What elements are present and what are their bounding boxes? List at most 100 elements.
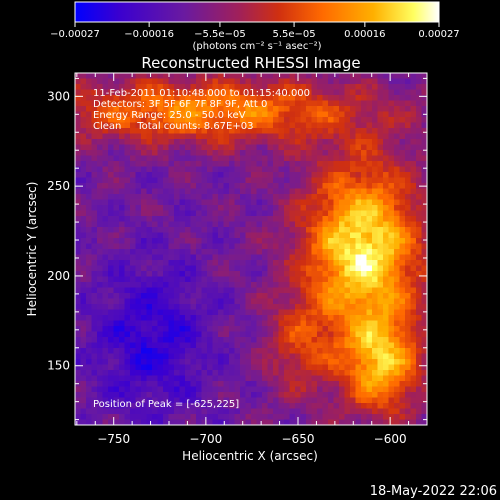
- annotation-time-range: 11-Feb-2011 01:10:48.000 to 01:15:40.000: [93, 88, 310, 99]
- heatmap-cell: [212, 320, 219, 327]
- heatmap-cell: [273, 144, 279, 151]
- heatmap-cell: [394, 243, 400, 250]
- heatmap-cell: [190, 260, 197, 266]
- heatmap-cell: [229, 364, 235, 371]
- heatmap-cell: [361, 155, 367, 162]
- heatmap-cell: [229, 89, 235, 96]
- heatmap-cell: [311, 276, 318, 283]
- heatmap-cell: [311, 216, 318, 222]
- heatmap-cell: [113, 205, 120, 211]
- heatmap-cell: [355, 298, 362, 305]
- heatmap-cell: [97, 386, 103, 393]
- heatmap-cell: [300, 386, 307, 393]
- heatmap-cell: [405, 133, 411, 140]
- heatmap-cell: [207, 210, 213, 217]
- heatmap-cell: [179, 414, 186, 420]
- heatmap-cell: [86, 139, 92, 145]
- heatmap-cell: [130, 172, 136, 178]
- heatmap-cell: [256, 172, 263, 178]
- heatmap-cell: [388, 122, 395, 129]
- heatmap-cell: [146, 326, 153, 332]
- heatmap-cell: [267, 282, 274, 288]
- heatmap-cell: [377, 271, 384, 277]
- heatmap-cell: [245, 320, 252, 327]
- heatmap-cell: [322, 293, 329, 299]
- heatmap-cell: [377, 364, 384, 371]
- heatmap-cell: [328, 155, 334, 162]
- heatmap-cell: [240, 408, 246, 415]
- heatmap-cell: [416, 320, 422, 327]
- heatmap-cell: [394, 95, 400, 101]
- heatmap-cell: [207, 315, 213, 321]
- heatmap-cell: [141, 386, 147, 393]
- heatmap-cell: [289, 205, 296, 211]
- heatmap-cell: [75, 419, 81, 425]
- heatmap-cell: [273, 128, 279, 134]
- heatmap-cell: [146, 150, 153, 156]
- heatmap-cell: [80, 282, 87, 288]
- heatmap-cell: [355, 177, 362, 184]
- heatmap-cell: [306, 298, 312, 305]
- heatmap-cell: [135, 155, 142, 162]
- heatmap-cell: [223, 183, 230, 189]
- heatmap-cell: [223, 276, 230, 283]
- heatmap-cell: [278, 375, 285, 382]
- heatmap-cell: [229, 194, 235, 200]
- heatmap-cell: [256, 95, 263, 101]
- heatmap-cell: [75, 342, 81, 349]
- heatmap-cell: [355, 386, 362, 393]
- heatmap-cell: [168, 342, 175, 349]
- heatmap-cell: [97, 331, 103, 338]
- heatmap-cell: [372, 375, 378, 382]
- heatmap-cell: [311, 359, 318, 365]
- heatmap-cell: [157, 100, 164, 107]
- heatmap-cell: [394, 133, 400, 140]
- heatmap-cell: [399, 271, 406, 277]
- y-tick-label: 250: [47, 179, 70, 193]
- heatmap-cell: [185, 370, 191, 376]
- heatmap-cell: [267, 397, 274, 404]
- heatmap-cell: [135, 364, 142, 371]
- heatmap-cell: [179, 194, 186, 200]
- heatmap-cell: [146, 139, 153, 145]
- heatmap-cell: [152, 166, 158, 173]
- heatmap-cell: [196, 408, 202, 415]
- heatmap-cell: [152, 414, 158, 420]
- heatmap-cell: [289, 144, 296, 151]
- heatmap-cell: [339, 133, 345, 140]
- heatmap-cell: [278, 177, 285, 184]
- heatmap-cell: [289, 320, 296, 327]
- heatmap-cell: [174, 243, 180, 250]
- heatmap-cell: [174, 139, 180, 145]
- heatmap-cell: [146, 216, 153, 222]
- heatmap-cell: [289, 392, 296, 398]
- heatmap-cell: [416, 249, 422, 255]
- heatmap-cell: [102, 276, 109, 283]
- heatmap-cell: [119, 177, 125, 184]
- heatmap-cell: [86, 73, 92, 79]
- heatmap-cell: [333, 144, 340, 151]
- heatmap-cell: [273, 183, 279, 189]
- heatmap-cell: [234, 232, 241, 239]
- heatmap-cell: [185, 348, 191, 354]
- heatmap-cell: [119, 161, 125, 167]
- heatmap-cell: [207, 84, 213, 90]
- heatmap-cell: [306, 260, 312, 266]
- heatmap-cell: [196, 150, 202, 156]
- heatmap-cell: [410, 381, 417, 387]
- heatmap-cell: [119, 133, 125, 140]
- heatmap-cell: [97, 304, 103, 310]
- heatmap-cell: [278, 249, 285, 255]
- heatmap-cell: [245, 254, 252, 261]
- heatmap-cell: [223, 227, 230, 233]
- heatmap-cell: [328, 139, 334, 145]
- heatmap-cell: [289, 265, 296, 272]
- heatmap-cell: [372, 199, 378, 206]
- heatmap-cell: [328, 249, 334, 255]
- heatmap-cell: [113, 304, 120, 310]
- heatmap-cell: [157, 155, 164, 162]
- heatmap-cell: [196, 210, 202, 217]
- heatmap-cell: [278, 89, 285, 96]
- heatmap-cell: [361, 73, 367, 79]
- heatmap-cell: [185, 210, 191, 217]
